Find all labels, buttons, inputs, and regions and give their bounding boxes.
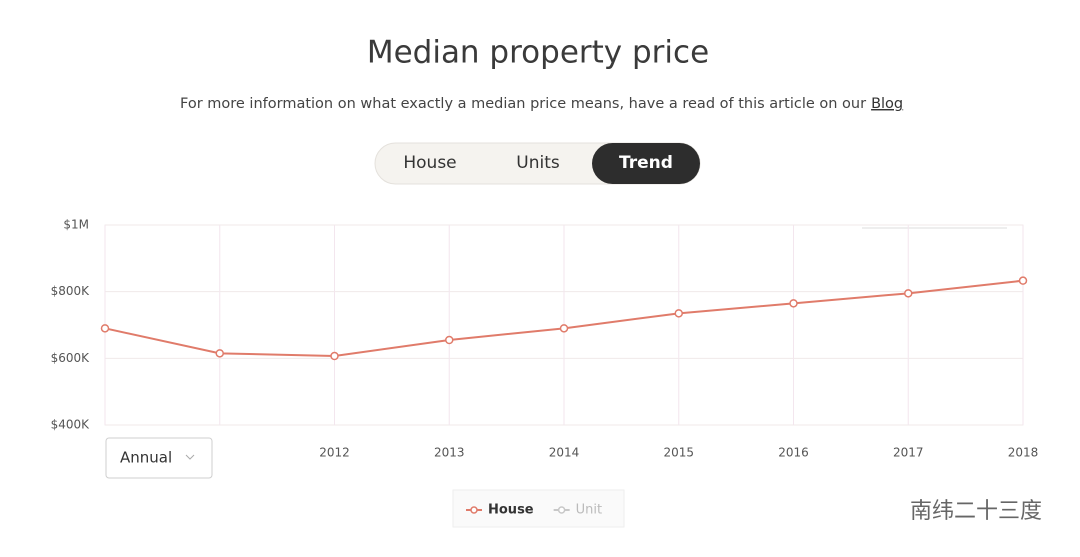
tab[interactable]: Units (516, 153, 560, 173)
point (559, 324, 569, 333)
active-tab-bg (592, 143, 700, 184)
point (100, 324, 110, 333)
x-tick-label: 2012 (319, 446, 350, 460)
point (215, 349, 224, 358)
x-tick-label: 2016 (778, 446, 809, 460)
watermark: 南纬二十三度 (910, 499, 1042, 524)
point (1018, 276, 1028, 285)
legend (452, 489, 625, 528)
legend-swatch (557, 506, 566, 514)
tab[interactable]: Trend (619, 153, 673, 173)
y-tick-label: $1M (63, 218, 89, 232)
title: Median property price (367, 35, 709, 71)
y-tick-label: $600K (51, 351, 91, 365)
x-tick-label: 2018 (1008, 446, 1039, 460)
point (789, 299, 798, 308)
y-tick-label: $800K (51, 284, 91, 298)
point (674, 309, 683, 318)
x-tick-label: 2015 (663, 446, 694, 460)
subtitle: For more information on what exactly a m… (180, 96, 866, 112)
legend-swatch (470, 506, 478, 514)
x-tick-label: 2017 (893, 446, 924, 460)
x-tick-label: 2014 (549, 446, 580, 460)
point (330, 351, 339, 361)
legend-label[interactable]: House (488, 503, 534, 518)
dropdown-label: Annual (120, 449, 172, 467)
dropdown-caret (185, 454, 195, 460)
point (904, 289, 913, 298)
blog-link[interactable]: Blog (871, 96, 903, 112)
point (445, 335, 454, 345)
legend-label[interactable]: Unit (576, 503, 602, 518)
y-tick-label: $400K (51, 418, 91, 432)
x-tick-label: 2013 (434, 446, 465, 460)
dropdown[interactable] (105, 437, 213, 479)
tab[interactable]: House (403, 153, 456, 173)
